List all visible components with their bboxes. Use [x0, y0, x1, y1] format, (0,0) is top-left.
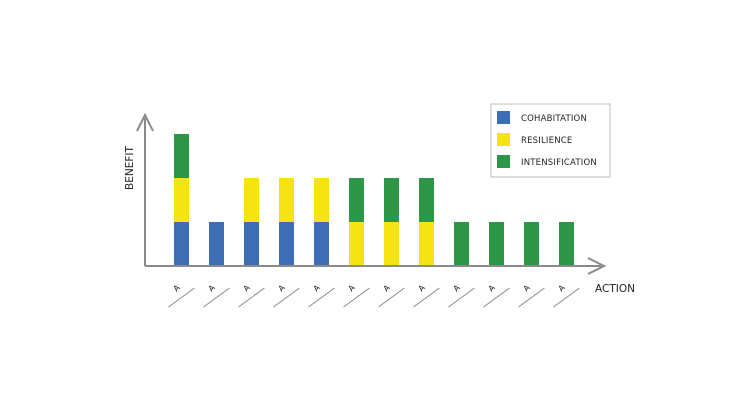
bar-segment-resilience-5: [314, 178, 329, 222]
y-axis-arrowhead: [136, 112, 154, 132]
bar-segment-resilience-8: [419, 222, 434, 266]
x-tick-slash-4: [273, 287, 300, 308]
legend-swatch-cohabitation: [497, 111, 510, 124]
x-tick-slash-8: [413, 287, 440, 308]
x-tick-label-1: A: [172, 283, 183, 294]
bar-segment-intensification-9: [454, 222, 469, 266]
legend: COHABITATION RESILIENCE INTENSIFICATION: [490, 103, 611, 178]
bar-segment-resilience-3: [244, 178, 259, 222]
x-tick-slash-1: [168, 287, 195, 308]
bar-segment-resilience-1: [174, 178, 189, 222]
x-tick-slash-2: [203, 287, 230, 308]
x-tick-label-12: A: [557, 283, 568, 294]
bar-segment-intensification-12: [559, 222, 574, 266]
x-tick-slash-11: [518, 287, 545, 308]
legend-swatch-resilience: [497, 133, 510, 146]
x-tick-label-4: A: [277, 283, 288, 294]
legend-label-intensification: INTENSIFICATION: [521, 158, 597, 168]
bar-segment-intensification-7: [384, 178, 399, 222]
x-tick-label-5: A: [312, 283, 323, 294]
x-tick-label-6: A: [347, 283, 358, 294]
x-tick-slash-9: [448, 287, 475, 308]
bar-segment-resilience-6: [349, 222, 364, 266]
x-tick-label-8: A: [417, 283, 428, 294]
x-tick-slash-12: [553, 287, 580, 308]
x-axis-title: ACTION: [595, 283, 635, 295]
bar-segment-cohabitation-5: [314, 222, 329, 266]
x-tick-label-2: A: [207, 283, 218, 294]
bar-segment-intensification-1: [174, 134, 189, 178]
x-tick-slash-5: [308, 287, 335, 308]
x-axis-arrowhead: [587, 257, 607, 275]
y-axis-title: BENEFIT: [124, 145, 136, 189]
legend-label-resilience: RESILIENCE: [521, 136, 572, 146]
bar-segment-cohabitation-4: [279, 222, 294, 266]
x-tick-label-7: A: [382, 283, 393, 294]
bar-segment-intensification-8: [419, 178, 434, 222]
x-tick-label-11: A: [522, 283, 533, 294]
bar-segment-resilience-7: [384, 222, 399, 266]
x-tick-slash-3: [238, 287, 265, 308]
bar-segment-resilience-4: [279, 178, 294, 222]
x-tick-slash-7: [378, 287, 405, 308]
x-tick-label-10: A: [487, 283, 498, 294]
legend-label-cohabitation: COHABITATION: [521, 114, 587, 124]
legend-swatch-intensification: [497, 155, 510, 168]
bar-segment-intensification-11: [524, 222, 539, 266]
bar-segment-cohabitation-2: [209, 222, 224, 266]
bars-group: [174, 134, 574, 266]
bar-segment-cohabitation-1: [174, 222, 189, 266]
x-tick-label-3: A: [242, 283, 253, 294]
x-tick-slash-10: [483, 287, 510, 308]
x-tick-slash-6: [343, 287, 370, 308]
legend-frame: [490, 103, 611, 178]
bar-segment-intensification-6: [349, 178, 364, 222]
bar-segment-intensification-10: [489, 222, 504, 266]
x-tick-label-9: A: [452, 283, 463, 294]
bar-segment-cohabitation-3: [244, 222, 259, 266]
